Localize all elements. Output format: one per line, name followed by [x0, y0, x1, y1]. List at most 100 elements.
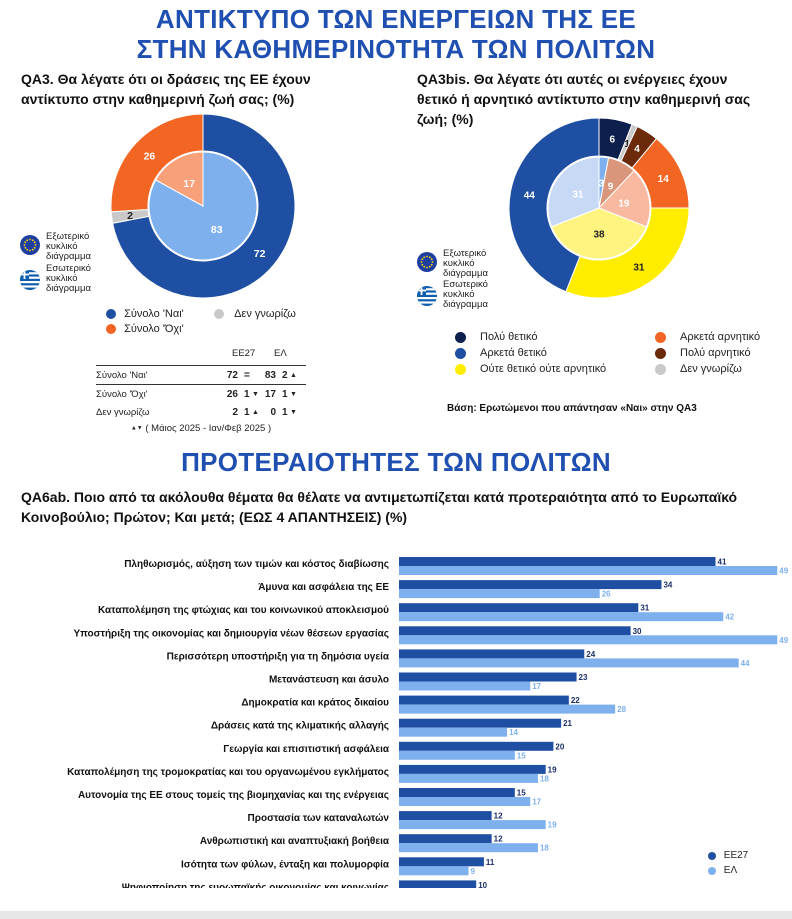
donut-slice-label: 9: [608, 181, 614, 192]
bar-value-label: 18: [540, 844, 549, 853]
legend-item: Δεν γνωρίζω: [655, 363, 742, 375]
legend-label: Πολύ αρνητικό: [680, 347, 751, 360]
legend-swatch-dk: [214, 309, 224, 320]
row-el-value: 83: [264, 370, 276, 381]
bar-el: [399, 866, 469, 876]
bar-el: [399, 658, 739, 668]
donut-slice-label: 2: [127, 210, 133, 222]
qa6-question: QA6ab. Ποιο από τα ακόλουθα θέματα θα θέ…: [21, 487, 781, 527]
bar-category-label: Καταπολέμηση της τρομοκρατίας και του ορ…: [67, 767, 389, 778]
bar-eu: [399, 857, 484, 867]
bar-category-label: Άμυνα και ασφάλεια της ΕΕ: [258, 582, 389, 593]
legend-label: Πολύ θετικό: [480, 331, 538, 344]
bar-el: [399, 797, 531, 806]
row-el-value: 0: [270, 407, 276, 418]
row-eu-change: 1: [244, 407, 250, 418]
greek-flag-icon: [20, 270, 40, 290]
bar-value-label: 9: [470, 867, 475, 876]
bar-value-label: 14: [509, 728, 518, 737]
qa6-legend: ΕΕ27 ΕΛ: [708, 850, 748, 880]
bar-category-label: Δράσεις κατά της κλιματικής αλλαγής: [211, 721, 389, 732]
legend-item-dk: Δεν γνωρίζω: [214, 308, 296, 320]
eu-flag-icon: [20, 235, 40, 255]
bar-eu: [399, 603, 639, 613]
bar-el: [399, 704, 616, 714]
donut-slice: [508, 117, 600, 293]
legend-swatch: [455, 331, 466, 343]
donut-slice-label: 6: [610, 134, 616, 145]
bar-chart-svg: Πληθωρισμός, αύξηση των τιμών και κόστος…: [67, 557, 789, 899]
bottom-divider: [0, 911, 792, 919]
qa6-question-line2: Κοινοβούλιο; Πρώτον; Και μετά; (ΕΩΣ 4 ΑΠ…: [21, 509, 408, 525]
qa3bis-question: QA3bis. Θα λέγατε ότι αυτές οι ενέργειες…: [417, 69, 750, 129]
donut-slice-label: 38: [593, 230, 605, 241]
bar-value-label: 15: [517, 751, 526, 760]
qa3-outer-label-3: διάγραμμα: [46, 251, 91, 262]
row-eu-value: 72: [226, 370, 238, 381]
donut-slice-label: 83: [211, 224, 223, 236]
qa3bis-question-line1: QA3bis. Θα λέγατε ότι αυτές οι ενέργειες…: [417, 71, 728, 87]
bar-value-label: 20: [555, 742, 564, 751]
bar-category-label: Ανθρωπιστική και αναπτυξιακή βοήθεια: [200, 836, 390, 847]
section2-title: ΠΡΟΤΕΡΑΙΟΤΗΤΕΣ ΤΩΝ ΠΟΛΙΤΩΝ: [181, 447, 611, 477]
qa6-bar-chart: Πληθωρισμός, αύξηση των τιμών και κόστος…: [0, 548, 792, 899]
bar-eu: [399, 834, 492, 844]
bar-el: [399, 843, 538, 853]
bar-value-label: 18: [540, 774, 549, 783]
bar-category-label: Καταπολέμηση της φτώχιας και του κοινωνι…: [98, 605, 389, 616]
donut-slice: [547, 156, 600, 228]
legend-label: Αρκετά θετικό: [480, 347, 547, 360]
qa3-outer-label-2: κυκλικό: [46, 241, 78, 252]
bar-eu: [399, 649, 585, 659]
row-eu-value: 2: [232, 407, 238, 418]
legend-swatch-yes: [106, 309, 116, 320]
legend-swatch-no: [106, 324, 116, 335]
bar-eu: [399, 764, 546, 774]
legend-swatch: [655, 347, 666, 359]
bar-category-label: Γεωργία και επισιτιστική ασφάλεια: [223, 744, 390, 755]
row-eu-value: 26: [226, 389, 238, 400]
bar-category-label: Περισσότερη υποστήριξη για τη δημόσια υγ…: [167, 651, 390, 662]
bar-el: [399, 635, 778, 645]
qa3-table: ΕΕ27 ΕΛ Σύνολο 'Ναι' 72 = 83 2 ▲ Σύνολο 'Όχι' 2…: [96, 348, 306, 434]
legend-item-el: ΕΛ: [708, 865, 748, 880]
bar-eu: [399, 695, 569, 705]
bar-eu: [399, 672, 577, 682]
qa3-question: QA3. Θα λέγατε ότι οι δράσεις της ΕΕ έχο…: [21, 69, 311, 109]
donut-slice-label: 3: [599, 179, 605, 190]
bar-value-label: 22: [571, 696, 580, 705]
bar-value-label: 17: [532, 682, 541, 691]
row-eu-arrow: ▲: [252, 409, 259, 416]
legend-item: Πολύ θετικό: [455, 331, 537, 343]
bar-el: [399, 566, 778, 575]
legend-item-yes: Σύνολο 'Ναι': [106, 308, 184, 320]
bar-value-label: 42: [725, 613, 734, 622]
table-row: Δεν γνωρίζω 2 1 ▲ 0 1 ▼: [96, 403, 306, 421]
bar-value-label: 11: [486, 858, 495, 867]
bar-eu: [399, 626, 631, 636]
legend-item: Ούτε θετικό ούτε αρνητικό: [455, 363, 606, 375]
legend-label: Ούτε θετικό ούτε αρνητικό: [480, 363, 607, 376]
legend-item: Αρκετά θετικό: [455, 347, 547, 359]
qa3-inner-label-2: κυκλικό: [46, 273, 78, 284]
bar-el: [399, 727, 508, 737]
qa3-question-line1: QA3. Θα λέγατε ότι οι δράσεις της ΕΕ έχο…: [21, 71, 311, 87]
donut-slice: [110, 113, 204, 213]
legend-label: Αρκετά αρνητικό: [680, 331, 761, 344]
donut-slice-label: 31: [572, 190, 584, 201]
row-el-change: 1: [282, 407, 288, 418]
qa3bis-base-note: Βάση: Ερωτώμενοι που απάντησαν «Ναι» στη…: [447, 403, 697, 414]
bar-value-label: 49: [779, 567, 788, 576]
bar-el: [399, 612, 724, 622]
bar-value-label: 17: [532, 798, 541, 807]
main-title-line2: ΣΤΗΝ ΚΑΘΗΜΕΡΙΝΟΤΗΤΑ ΤΩΝ ΠΟΛΙΤΩΝ: [136, 34, 656, 64]
bar-value-label: 28: [617, 705, 626, 714]
footnote-arrows: ▲▼: [130, 425, 143, 432]
donut-slice-label: 31: [633, 263, 645, 274]
qa3bis-inner-label-3: διάγραμμα: [443, 299, 488, 310]
donut-slice-label: 72: [254, 248, 266, 260]
legend-swatch: [655, 331, 666, 343]
bar-el: [399, 681, 531, 691]
donut-slice: [112, 113, 296, 299]
